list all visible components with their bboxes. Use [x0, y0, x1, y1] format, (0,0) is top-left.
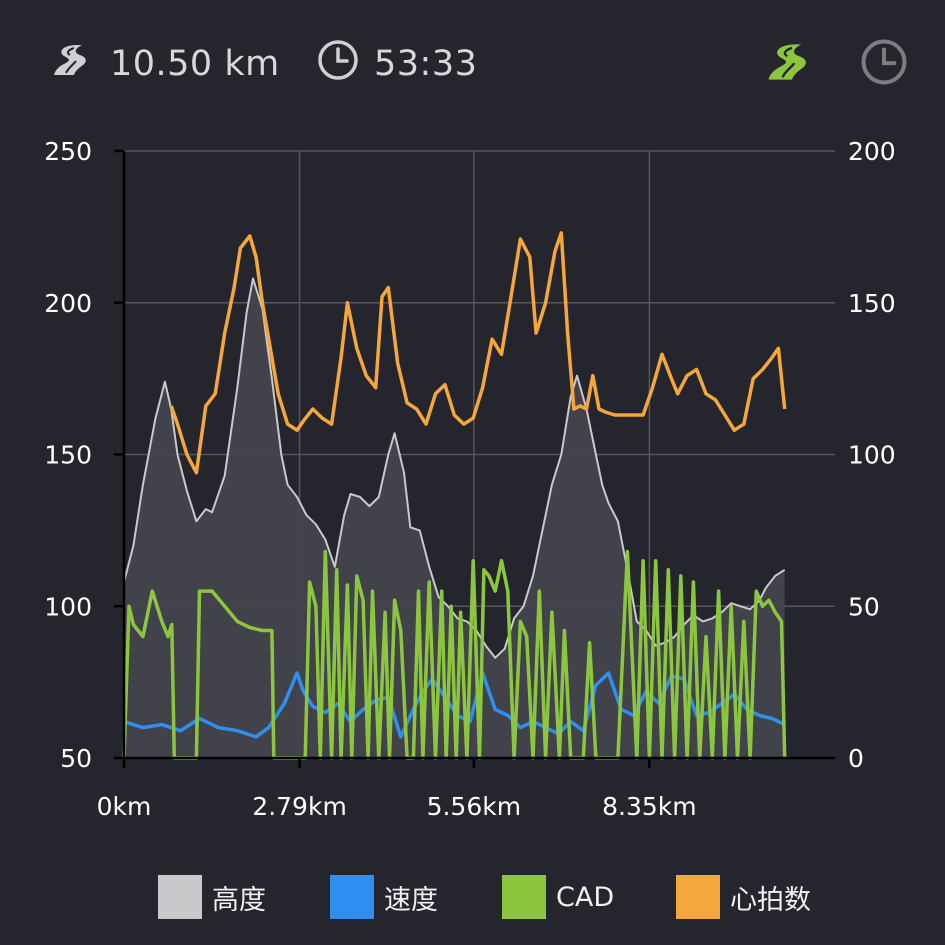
road-icon	[52, 43, 96, 86]
y-right-tick-label: 100	[848, 441, 896, 470]
legend-label: 心拍数	[730, 884, 811, 916]
legend-swatch	[676, 875, 720, 919]
time-mode-toggle[interactable]	[856, 37, 912, 91]
legend-item-cadence: CAD	[502, 874, 614, 920]
x-tick-label: 2.79km	[252, 792, 347, 821]
x-tick-label: 8.35km	[602, 792, 697, 821]
y-left-tick-label: 250	[44, 137, 92, 166]
series-area-0	[124, 278, 785, 758]
y-right-tick-label: 50	[848, 592, 880, 621]
time-stat: 53:33	[316, 38, 478, 91]
legend-label: 速度	[384, 884, 438, 916]
x-tick-label: 5.56km	[427, 792, 522, 821]
clock-icon	[316, 38, 360, 91]
y-left-tick-label: 150	[44, 441, 92, 470]
legend-swatch	[502, 875, 546, 919]
y-right-tick-label: 0	[848, 744, 864, 773]
y-left-tick-label: 200	[44, 289, 92, 318]
legend-swatch	[330, 875, 374, 919]
y-left-tick-label: 100	[44, 592, 92, 621]
distance-stat: 10.50 km	[52, 40, 280, 88]
legend-swatch	[158, 875, 202, 919]
y-right-tick-label: 200	[848, 137, 896, 166]
legend-label: 高度	[212, 884, 266, 916]
legend-item-heart-rate: 心拍数	[676, 874, 811, 920]
series-line-3	[122, 549, 787, 760]
legend-item-speed: 速度	[330, 874, 438, 920]
series-line-1	[169, 231, 787, 475]
distance-mode-toggle[interactable]	[764, 40, 820, 88]
summary-bar: 10.50 km 53:33	[0, 0, 945, 130]
legend-label: CAD	[556, 881, 615, 913]
y-right-tick-label: 150	[848, 289, 896, 318]
legend-item-altitude: 高度	[158, 874, 266, 920]
clock-icon	[859, 37, 909, 91]
y-left-tick-label: 50	[60, 744, 92, 773]
time-value: 53:33	[374, 44, 478, 84]
distance-value: 10.50 km	[110, 44, 280, 84]
road-icon	[766, 42, 818, 86]
x-tick-label: 0km	[97, 792, 152, 821]
